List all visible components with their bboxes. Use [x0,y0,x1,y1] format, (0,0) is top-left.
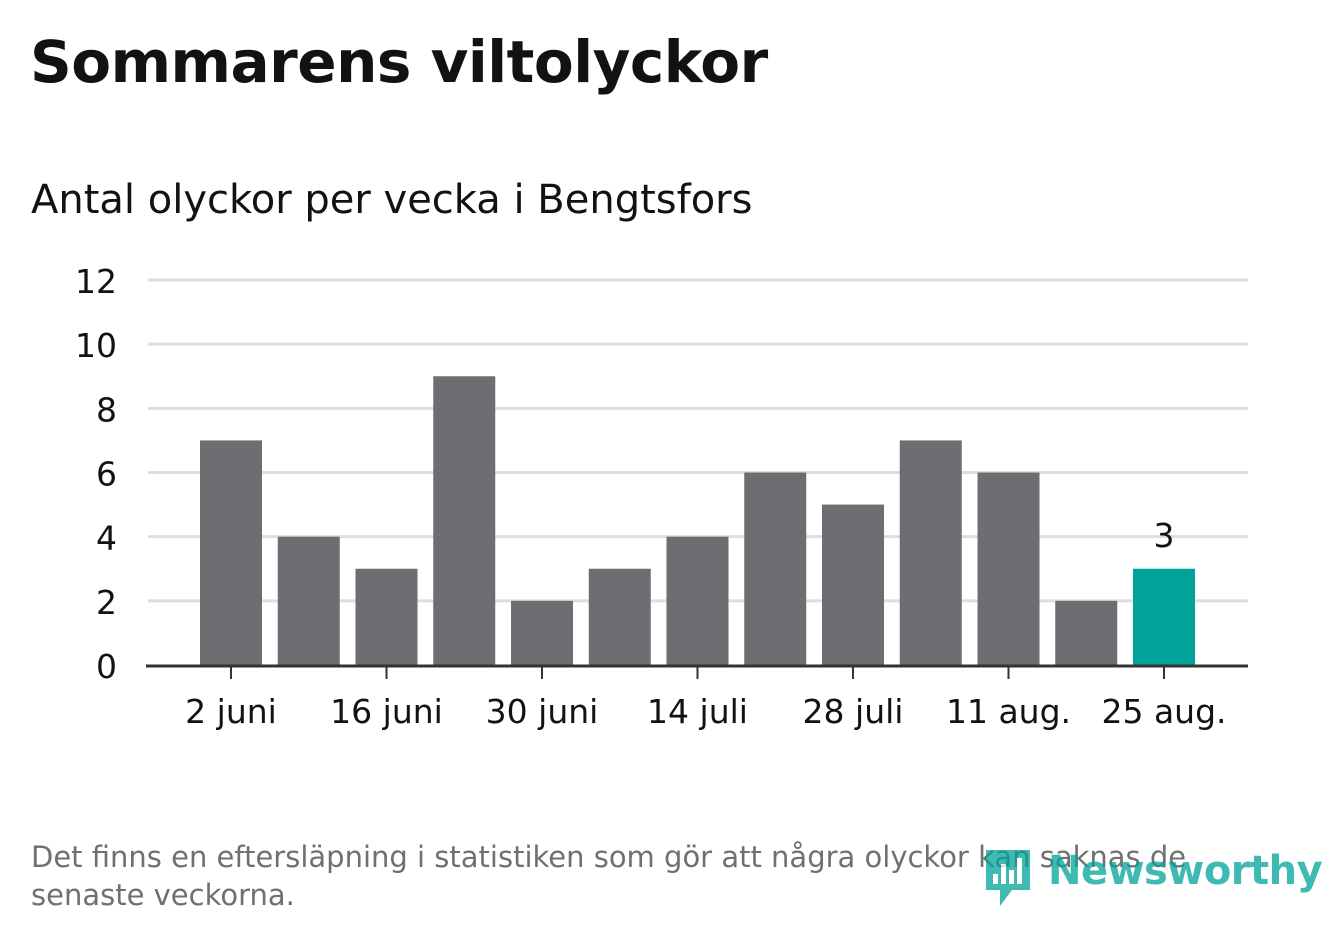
chart-subtitle: Antal olyckor per vecka i Bengtsfors [31,177,753,223]
y-tick-label: 0 [96,647,117,686]
x-tick-label: 28 juli [803,692,904,731]
x-tick-label: 2 juni [185,692,277,731]
y-tick-label: 8 [96,390,117,429]
chart-title: Sommarens viltolyckor [30,28,768,96]
bar [511,600,573,665]
bar [744,472,807,665]
bar [1055,600,1118,665]
bar [277,536,340,665]
bar-chart: 0 2 4 6 8 10 12 3 2 juni 16 juni 30 juni 14 juli 28 … [75,262,1248,731]
bar [355,568,418,665]
logo-text: Newsworthy [1048,848,1322,894]
x-tick-label: 30 juni [486,692,599,731]
y-tick-label: 2 [96,583,117,622]
y-tick-label: 6 [96,455,117,494]
y-tick-label: 12 [75,262,117,301]
y-tick-label: 4 [96,519,117,558]
bar [899,440,962,665]
chart-bubble-icon [986,850,1030,906]
bar [822,504,884,665]
bar-highlight [1133,568,1195,665]
bar [588,568,651,665]
bar [433,376,496,665]
bar [977,472,1040,665]
y-tick-label: 10 [75,326,117,365]
bar [200,440,262,665]
data-label: 3 [1154,516,1175,555]
x-tick-label: 25 aug. [1101,692,1226,731]
x-tick-label: 11 aug. [946,692,1071,731]
x-tick-label: 16 juni [330,692,443,731]
bar [666,536,729,665]
newsworthy-logo: Newsworthy [982,846,1322,912]
x-tick-label: 14 juli [647,692,748,731]
